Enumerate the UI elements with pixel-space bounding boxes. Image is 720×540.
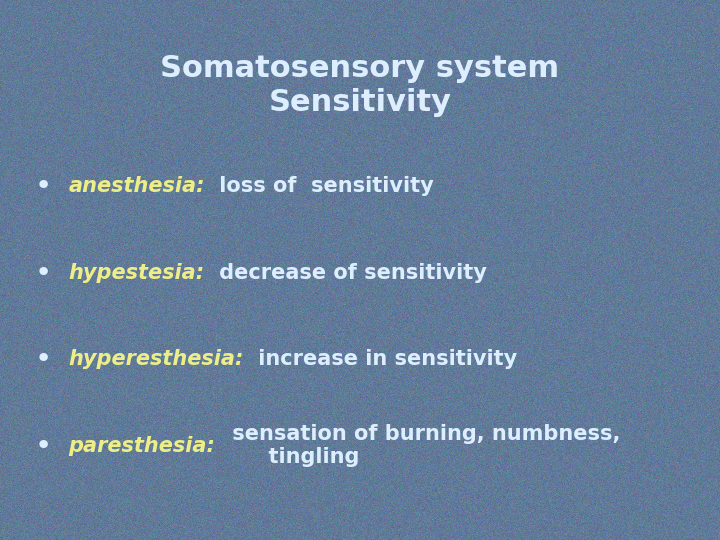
Text: increase in sensitivity: increase in sensitivity [251,349,517,369]
Text: hypestesia:: hypestesia: [68,262,204,283]
Text: paresthesia:: paresthesia: [68,435,215,456]
Text: •: • [35,431,52,460]
Text: anesthesia:: anesthesia: [68,176,205,197]
Text: hyperesthesia:: hyperesthesia: [68,349,244,369]
Text: •: • [35,172,52,200]
Text: •: • [35,259,52,287]
Text: loss of  sensitivity: loss of sensitivity [212,176,433,197]
Text: sensation of burning, numbness,
      tingling: sensation of burning, numbness, tingling [225,424,620,467]
Text: Somatosensory system
Sensitivity: Somatosensory system Sensitivity [161,54,559,117]
Text: decrease of sensitivity: decrease of sensitivity [212,262,487,283]
Text: •: • [35,345,52,373]
